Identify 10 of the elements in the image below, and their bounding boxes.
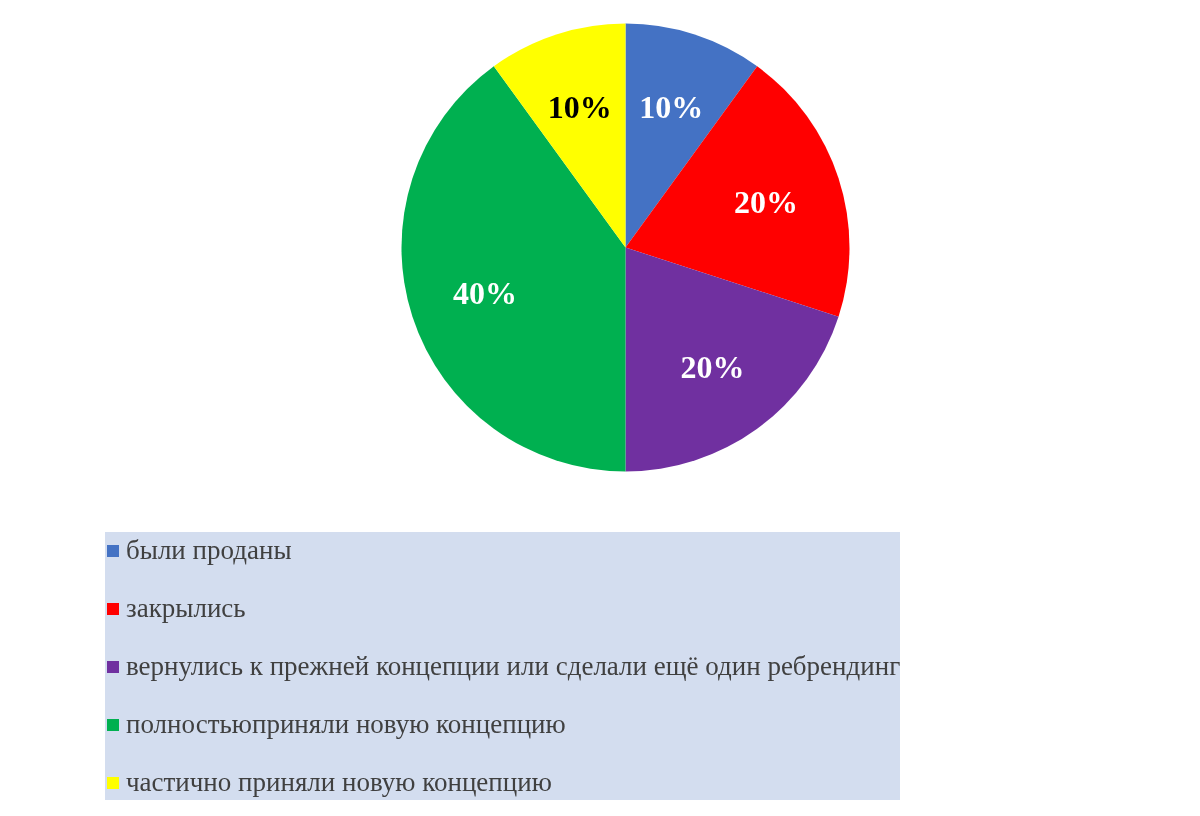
- legend-label: частично приняли новую концепцию: [126, 765, 552, 799]
- data-label: 20%: [734, 183, 799, 220]
- data-label: 10%: [547, 88, 612, 125]
- legend-label: полностьюприняли новую концепцию: [126, 707, 566, 741]
- legend-label: были проданы: [126, 533, 292, 567]
- legend-label: вернулись к прежней концепции или сделали ещё один ребрендинг: [126, 649, 901, 683]
- data-label: 40%: [452, 275, 517, 312]
- data-label: 20%: [680, 349, 745, 386]
- legend-label: закрылись: [126, 591, 246, 625]
- data-label: 10%: [639, 88, 704, 125]
